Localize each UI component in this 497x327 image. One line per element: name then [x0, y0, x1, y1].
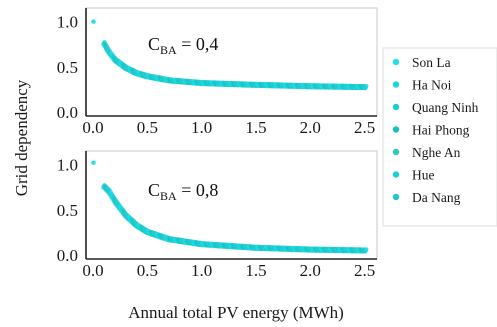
legend-label: Da Nang — [412, 190, 461, 205]
x-tick-label: 1.5 — [245, 118, 266, 137]
legend-item: Quang Ninh — [392, 100, 479, 115]
chart-panel-1: 0.0 0.5 1.0 0.0 0.5 1.0 1.5 2.0 2.5 CBA = 0,4 — [57, 7, 378, 137]
panel-annotation: CBA = 0,4 — [148, 34, 218, 57]
legend-item: Hai Phong — [392, 123, 470, 138]
scatter-point — [91, 19, 96, 24]
legend: Son La Ha Noi Quang Ninh Hai Phong Nghe An Hu… — [382, 47, 497, 227]
legend-marker — [392, 148, 400, 156]
legend-marker — [392, 103, 400, 111]
x-tick-label: 0.0 — [82, 261, 103, 280]
legend-label: Hai Phong — [412, 123, 470, 138]
x-tick-label: 0.0 — [82, 118, 103, 137]
legend-marker — [392, 193, 400, 201]
legend-box — [382, 47, 497, 227]
y-tick-label: 1.0 — [57, 13, 78, 32]
legend-label: Ha Noi — [412, 78, 452, 93]
legend-label: Hue — [412, 168, 435, 183]
x-tick-label: 2.0 — [300, 261, 321, 280]
annotation-subscript: BA — [160, 43, 177, 57]
panel-frame — [85, 7, 378, 117]
annotation-main: C — [148, 34, 160, 54]
legend-item: Nghe An — [392, 145, 461, 160]
y-tick-label: 0.0 — [57, 103, 78, 122]
legend-marker — [392, 58, 400, 66]
y-tick-label: 0.0 — [57, 246, 78, 265]
legend-label: Son La — [412, 55, 451, 70]
legend-label: Quang Ninh — [412, 100, 479, 115]
scatter-point — [364, 84, 369, 89]
x-axis-label: Annual total PV energy (MWh) — [128, 303, 344, 322]
annotation-main: C — [148, 180, 160, 200]
x-tick-label: 2.0 — [300, 118, 321, 137]
legend-marker — [392, 81, 400, 88]
annotation-value: = 0,8 — [177, 180, 219, 200]
x-tick-label: 0.5 — [137, 118, 158, 137]
chart-panel-2: 0.0 0.5 1.0 0.0 0.5 1.0 1.5 2.0 2.5 CBA = 0,8 — [57, 150, 378, 280]
annotation-subscript: BA — [160, 189, 177, 203]
x-tick-label: 1.5 — [245, 261, 266, 280]
scatter-point — [91, 160, 96, 165]
x-tick-label: 2.5 — [354, 118, 375, 137]
legend-item: Da Nang — [392, 190, 461, 205]
panel-frame — [85, 150, 378, 260]
legend-label: Nghe An — [412, 145, 461, 160]
annotation-value: = 0,4 — [177, 34, 219, 54]
panel-annotation: CBA = 0,8 — [148, 180, 218, 203]
legend-item: Hue — [392, 168, 435, 183]
y-tick-label: 0.5 — [57, 58, 78, 77]
x-tick-label: 1.0 — [191, 261, 212, 280]
y-axis-label: Grid dependency — [12, 79, 31, 196]
y-tick-label: 1.0 — [57, 156, 78, 175]
y-tick-label: 0.5 — [57, 201, 78, 220]
legend-item: Son La — [392, 55, 451, 70]
x-tick-label: 0.5 — [137, 261, 158, 280]
legend-item: Ha Noi — [392, 78, 452, 93]
legend-marker — [392, 126, 400, 133]
x-tick-label: 1.0 — [191, 118, 212, 137]
x-tick-label: 2.5 — [354, 261, 375, 280]
scatter-points — [91, 160, 369, 254]
legend-marker — [392, 171, 400, 178]
scatter-points — [91, 19, 369, 91]
scatter-point — [364, 247, 369, 252]
